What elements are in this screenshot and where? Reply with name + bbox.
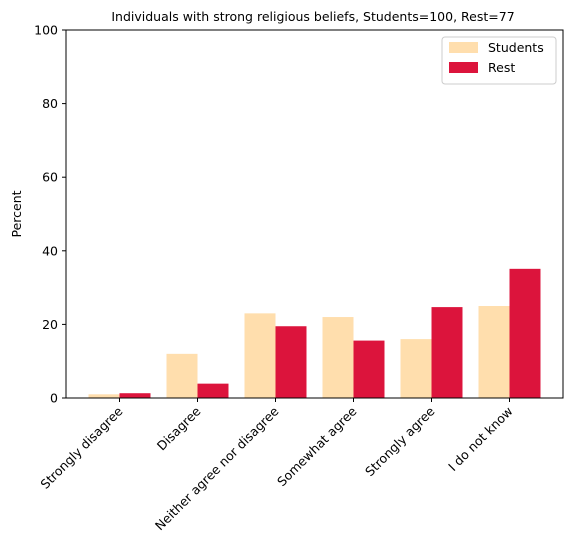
bar-rest-2: [275, 326, 307, 398]
plot-frame: [65, 29, 564, 399]
bar-students-2: [244, 313, 276, 398]
x-tick-label: Disagree: [154, 403, 204, 453]
y-axis-label: Percent: [9, 190, 24, 237]
bar-students-5: [478, 306, 510, 398]
legend: Students Rest: [441, 36, 557, 85]
legend-swatch-rest: [449, 62, 478, 73]
y-tick-label: 40: [42, 243, 58, 258]
bar-students-4: [400, 339, 432, 398]
bar-rest-5: [509, 268, 541, 398]
y-tick-label: 100: [34, 23, 58, 38]
bars-layer: [88, 268, 541, 398]
x-tick-label: Somewhat agree: [274, 403, 360, 489]
bar-rest-4: [431, 307, 463, 398]
legend-label-students: Students: [488, 40, 544, 55]
bar-students-3: [322, 317, 354, 398]
x-tick-label: Strongly agree: [362, 403, 438, 479]
y-tick-label: 80: [42, 96, 58, 111]
y-tick-label: 60: [42, 170, 58, 185]
bar-rest-1: [197, 383, 229, 398]
y-tick-label: 0: [50, 391, 58, 406]
bar-students-0: [88, 394, 120, 398]
chart-title: Individuals with strong religious belief…: [111, 9, 514, 24]
bar-students-1: [166, 353, 198, 398]
x-tick-label: Neither agree nor disagree: [152, 403, 282, 533]
bar-rest-3: [353, 340, 385, 398]
legend-swatch-students: [449, 42, 478, 53]
y-ticks: 0 20 40 60 80 100: [34, 23, 66, 406]
y-tick-label: 20: [42, 317, 58, 332]
x-tick-label: I do not know: [445, 404, 516, 475]
legend-label-rest: Rest: [488, 60, 515, 75]
x-tick-label: Strongly disagree: [37, 403, 125, 491]
bar-rest-0: [119, 393, 151, 398]
